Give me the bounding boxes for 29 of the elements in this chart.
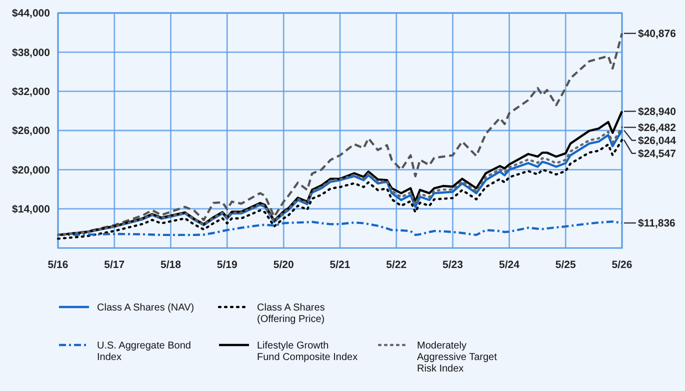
y-tick-label: $26,000 — [12, 125, 50, 138]
data-label: $40,876 — [638, 28, 676, 40]
x-tick-label: 5/25 — [555, 259, 576, 271]
legend-label: Class A Shares (NAV) — [97, 302, 194, 314]
y-tick-label: $38,000 — [12, 46, 50, 59]
y-tick-label: $20,000 — [12, 164, 50, 176]
data-label: $26,482 — [638, 122, 676, 134]
x-tick-label: 5/17 — [104, 259, 125, 271]
data-label: $26,044 — [638, 135, 676, 148]
legend-label: Class A Shares (Offering Price) — [257, 302, 325, 325]
y-tick-label: $14,000 — [12, 204, 50, 216]
legend-label: Moderately Aggressive Target Risk Index — [417, 340, 498, 374]
x-tick-label: 5/18 — [160, 259, 182, 271]
x-tick-label: 5/24 — [499, 259, 520, 271]
x-tick-label: 5/16 — [48, 259, 68, 271]
x-tick-label: 5/23 — [442, 259, 464, 271]
legend-label: Lifestyle Growth Fund Composite Index — [257, 340, 358, 363]
x-tick-label: 5/19 — [216, 259, 238, 271]
line-series — [56, 32, 624, 236]
x-tick-label: 5/26 — [612, 259, 632, 271]
data-label: $24,547 — [638, 148, 676, 160]
y-tick-label: $44,000 — [12, 8, 50, 20]
data-label: $11,836 — [638, 218, 676, 230]
data-label: $28,940 — [638, 106, 676, 118]
y-tick-label: $32,000 — [12, 86, 50, 98]
x-tick-label: 5/21 — [330, 259, 350, 271]
x-tick-label: 5/22 — [386, 259, 407, 271]
x-tick-label: 5/20 — [273, 259, 294, 271]
legend-label: U.S. Aggregate Bond Index — [97, 340, 191, 363]
